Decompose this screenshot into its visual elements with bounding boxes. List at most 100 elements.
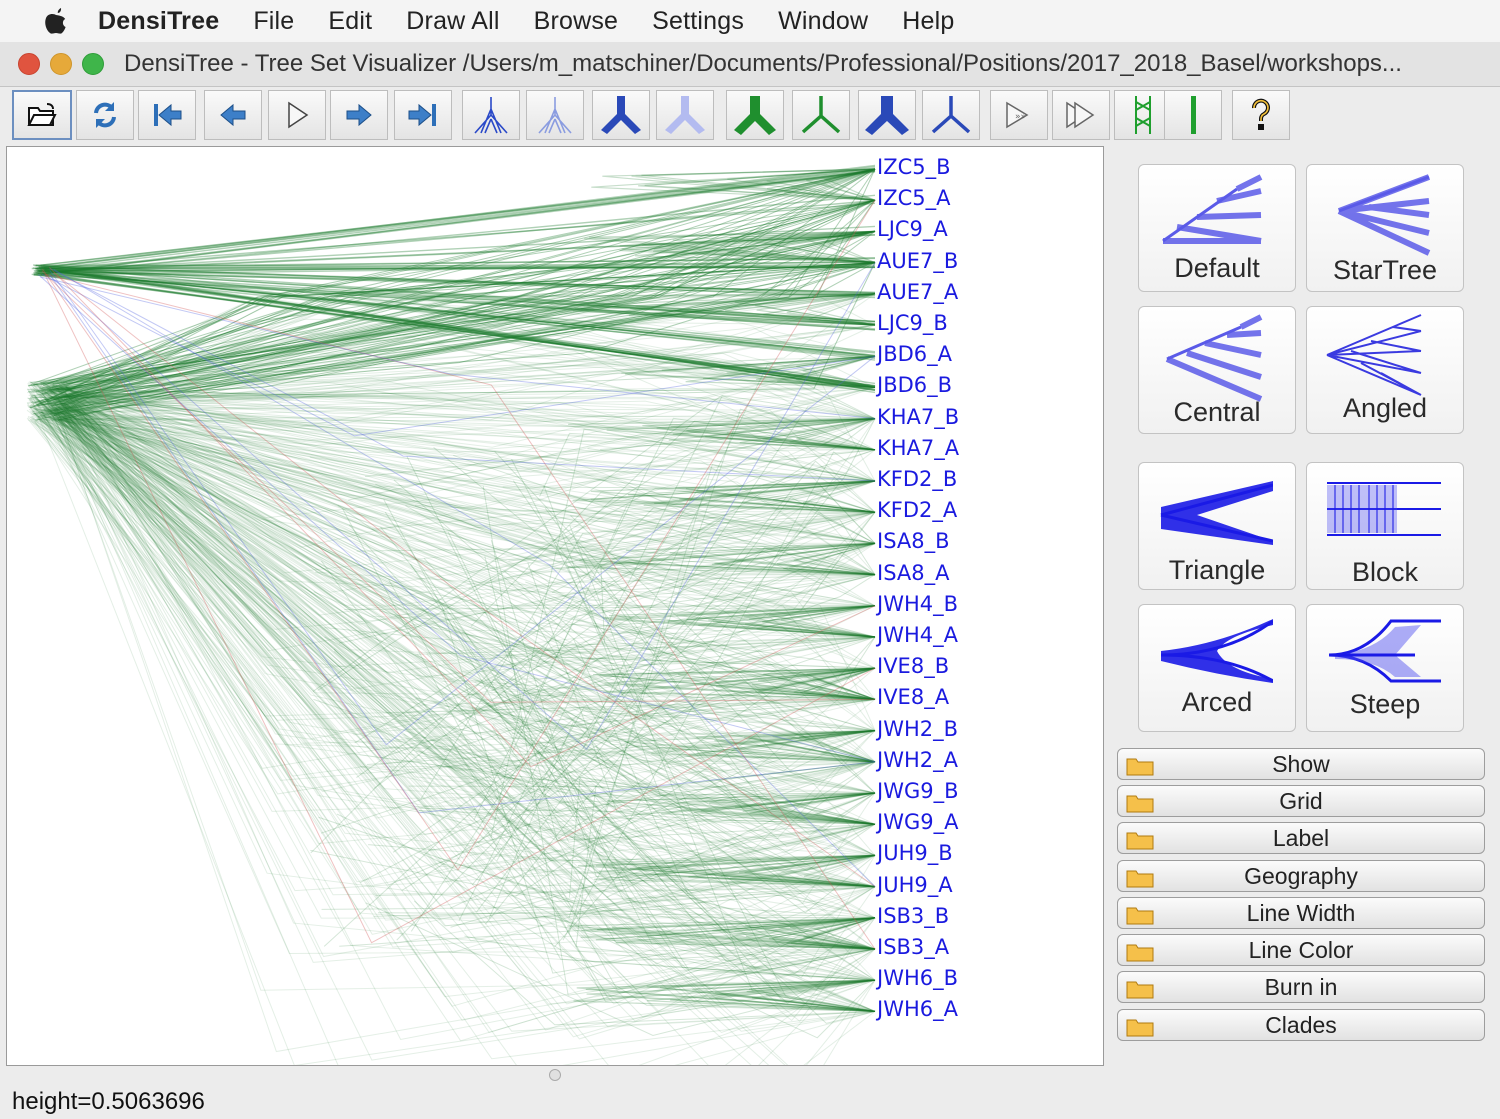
play-button[interactable] xyxy=(268,90,326,140)
tree-branch xyxy=(52,403,876,763)
green-bar-button[interactable] xyxy=(1164,90,1222,140)
taxon-label: JWH4_B xyxy=(877,591,959,616)
blue-tree-outline-button[interactable] xyxy=(922,90,980,140)
tree-branch xyxy=(55,402,876,576)
tree-branch xyxy=(804,230,876,264)
taxon-label: IVE8_A xyxy=(877,685,950,710)
tree-branch xyxy=(60,362,876,420)
mode-steep-button[interactable]: Steep xyxy=(1306,604,1464,732)
tree-branch xyxy=(57,384,876,667)
tree-branch xyxy=(324,627,876,679)
tree-branch xyxy=(36,269,876,387)
tree-branch xyxy=(449,683,876,825)
menu-edit[interactable]: Edit xyxy=(328,6,373,35)
blue-tree-filled-button[interactable] xyxy=(858,90,916,140)
menu-settings[interactable]: Settings xyxy=(652,6,745,35)
tree-branch xyxy=(48,409,876,638)
tree-branch xyxy=(30,389,876,551)
tree-branch xyxy=(41,199,876,412)
menu-draw-all[interactable]: Draw All xyxy=(406,6,500,35)
tree-branch xyxy=(39,381,876,884)
draw-density-dark-button[interactable] xyxy=(462,90,520,140)
tree-branch xyxy=(389,761,876,886)
tree-canvas[interactable]: IZC5_B IZC5_A LJC9_A AUE7_B AUE7_A LJC9_B JBD6… xyxy=(6,146,1104,1066)
green-tree-outline-button[interactable] xyxy=(792,90,850,140)
section-geography[interactable]: Geography xyxy=(1117,860,1485,892)
tree-branch xyxy=(41,270,876,703)
section-clades[interactable]: Clades xyxy=(1117,1009,1485,1041)
menu-window[interactable]: Window xyxy=(778,6,869,35)
mode-triangle-button[interactable]: Triangle xyxy=(1138,462,1296,590)
mode-startree-button[interactable]: StarTree xyxy=(1306,164,1464,292)
consensus-dark-button[interactable] xyxy=(592,90,650,140)
tree-branch xyxy=(49,267,876,482)
tree-branch xyxy=(50,405,876,836)
tree-branch xyxy=(798,917,876,950)
tree-branch xyxy=(641,230,876,264)
consensus-light-button[interactable] xyxy=(656,90,714,140)
scroll-knob[interactable] xyxy=(549,1069,561,1081)
mode-central-button[interactable]: Central xyxy=(1138,306,1296,434)
tree-branch xyxy=(41,267,876,295)
tree-branch xyxy=(708,605,876,638)
tree-branch xyxy=(530,569,876,584)
tree-branch xyxy=(394,614,876,981)
animate-fast-button[interactable] xyxy=(1052,90,1110,140)
tree-branch xyxy=(59,400,876,948)
tree-branch xyxy=(815,979,876,1012)
tree-branch xyxy=(53,402,876,544)
mode-default-button[interactable]: Default xyxy=(1138,164,1296,292)
tree-branch xyxy=(45,405,876,691)
previous-tree-button[interactable] xyxy=(204,90,262,140)
horizontal-scrollbar[interactable] xyxy=(6,1066,1104,1084)
green-tree-filled-button[interactable] xyxy=(726,90,784,140)
next-tree-button[interactable] xyxy=(330,90,388,140)
tree-branch xyxy=(791,168,876,201)
last-tree-button[interactable] xyxy=(394,90,452,140)
reload-button[interactable] xyxy=(76,90,134,140)
tree-branch xyxy=(29,168,876,409)
taxon-label: JWH4_A xyxy=(877,623,958,647)
tree-branch xyxy=(40,269,876,357)
section-label[interactable]: Label xyxy=(1117,822,1485,854)
close-window-button[interactable] xyxy=(18,53,40,75)
tree-branch xyxy=(46,402,876,701)
menu-help[interactable]: Help xyxy=(902,6,955,35)
apple-icon[interactable] xyxy=(36,6,76,36)
tree-branch xyxy=(320,730,876,834)
tree-branch xyxy=(602,417,876,559)
tree-branch xyxy=(27,380,876,482)
help-button[interactable] xyxy=(1232,90,1290,140)
minimize-window-button[interactable] xyxy=(50,53,72,75)
open-file-button[interactable] xyxy=(12,90,72,140)
tree-branch xyxy=(26,388,876,781)
tree-branch xyxy=(38,360,876,420)
section-grid[interactable]: Grid xyxy=(1117,785,1485,817)
animate-step-button[interactable]: »» xyxy=(990,90,1048,140)
menu-file[interactable]: File xyxy=(253,6,295,35)
section-line-width[interactable]: Line Width xyxy=(1117,897,1485,929)
tree-branch xyxy=(65,387,876,747)
section-line-color[interactable]: Line Color xyxy=(1117,934,1485,966)
tree-branch xyxy=(54,398,876,845)
mode-block-button[interactable]: Block xyxy=(1306,462,1464,590)
tree-branch xyxy=(789,542,876,576)
mode-arced-button[interactable]: Arced xyxy=(1138,604,1296,732)
menu-browse[interactable]: Browse xyxy=(533,6,619,35)
tree-branch xyxy=(50,388,876,528)
tree-branch xyxy=(420,761,876,813)
tree-branch xyxy=(50,392,876,856)
draw-density-light-button[interactable] xyxy=(526,90,584,140)
first-tree-button[interactable] xyxy=(138,90,196,140)
menu-app-name[interactable]: DensiTree xyxy=(98,6,220,35)
first-icon xyxy=(154,103,182,127)
mode-angled-button[interactable]: Angled xyxy=(1306,306,1464,434)
tree-branch xyxy=(44,199,876,401)
tree-branch xyxy=(52,417,876,576)
zoom-window-button[interactable] xyxy=(82,53,104,75)
section-show[interactable]: Show xyxy=(1117,748,1485,780)
green-density-button[interactable] xyxy=(1114,90,1172,140)
tree-branch xyxy=(57,407,876,441)
section-burn-in[interactable]: Burn in xyxy=(1117,971,1485,1003)
tree-branch xyxy=(41,293,876,415)
